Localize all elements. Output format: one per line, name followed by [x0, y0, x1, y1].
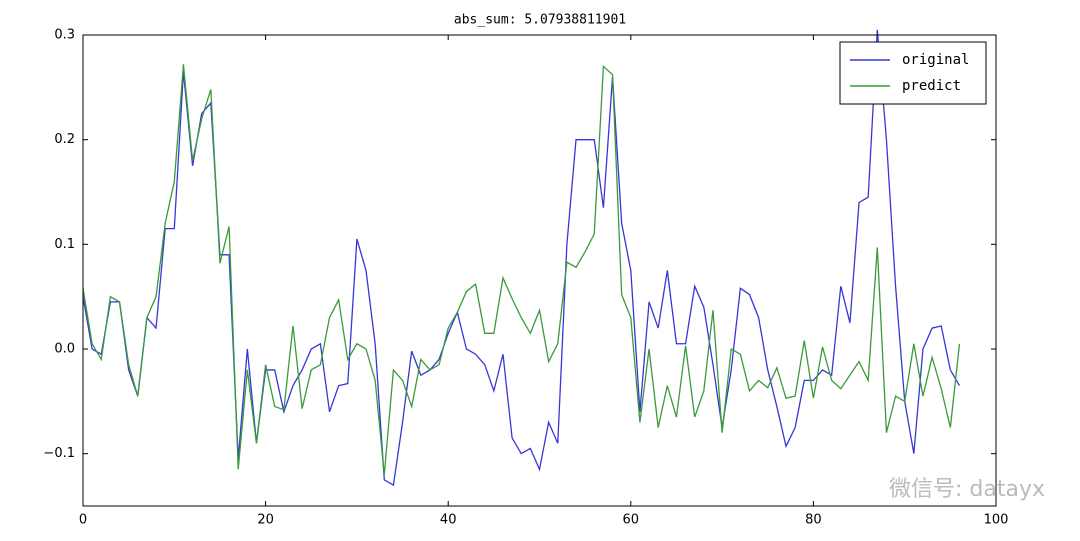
- x-tick-label: 100: [984, 513, 1009, 528]
- x-tick-label: 0: [79, 513, 87, 528]
- y-tick-label: −0.1: [43, 446, 75, 461]
- plot-frame: [82, 34, 997, 507]
- line-series: [82, 29, 961, 487]
- x-tick-label: 80: [805, 513, 822, 528]
- x-tick-label: 40: [440, 513, 457, 528]
- chart-title: abs_sum: 5.07938811901: [454, 13, 626, 28]
- y-tick-label: 0.1: [54, 237, 75, 252]
- legend-label: predict: [902, 78, 961, 94]
- y-tick-label: 0.0: [54, 342, 75, 357]
- y-tick-label: 0.3: [54, 28, 75, 43]
- y-tick-label: 0.2: [54, 132, 75, 147]
- legend-box: [839, 41, 987, 105]
- line-series: [82, 64, 961, 475]
- legend-label: original: [902, 52, 969, 68]
- watermark: 微信号: datayx: [889, 477, 1045, 502]
- x-tick-label: 20: [257, 513, 274, 528]
- x-tick-label: 60: [623, 513, 640, 528]
